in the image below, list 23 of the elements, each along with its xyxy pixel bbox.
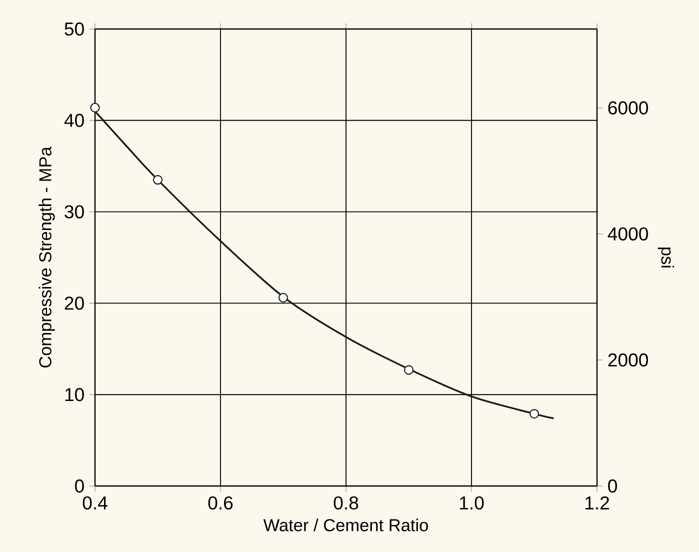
x-tick-label: 0.4 — [82, 496, 108, 510]
y2-axis-title: psi — [658, 248, 674, 268]
point — [152, 175, 163, 185]
y-tick-label: 50 — [64, 22, 84, 36]
y2-tick-label: 4000 — [608, 227, 648, 241]
point — [529, 409, 540, 419]
x-tick-label: 1.0 — [460, 496, 484, 510]
y2-tick-label: 0 — [608, 479, 617, 493]
x-tick-label: 0.8 — [334, 496, 358, 510]
y-tick-label: 10 — [65, 388, 84, 402]
y-tick-label: 20 — [64, 296, 84, 310]
y-tick-label: 30 — [64, 205, 84, 218]
y2-tick-label: 2000 — [608, 353, 648, 367]
y-axis-title: Compressive Strength - MPa — [38, 146, 55, 368]
point — [404, 365, 414, 375]
x-axis-title: Water / Cement Ratio — [263, 518, 428, 532]
y-tick-label: 0 — [75, 479, 84, 493]
y2-tick-label: 6000 — [608, 101, 648, 114]
point — [90, 102, 100, 112]
point — [278, 292, 288, 302]
x-tick-label: 0.6 — [208, 496, 233, 510]
y-tick-label: 40 — [64, 114, 84, 127]
x-tick-label: 1.2 — [585, 496, 610, 510]
